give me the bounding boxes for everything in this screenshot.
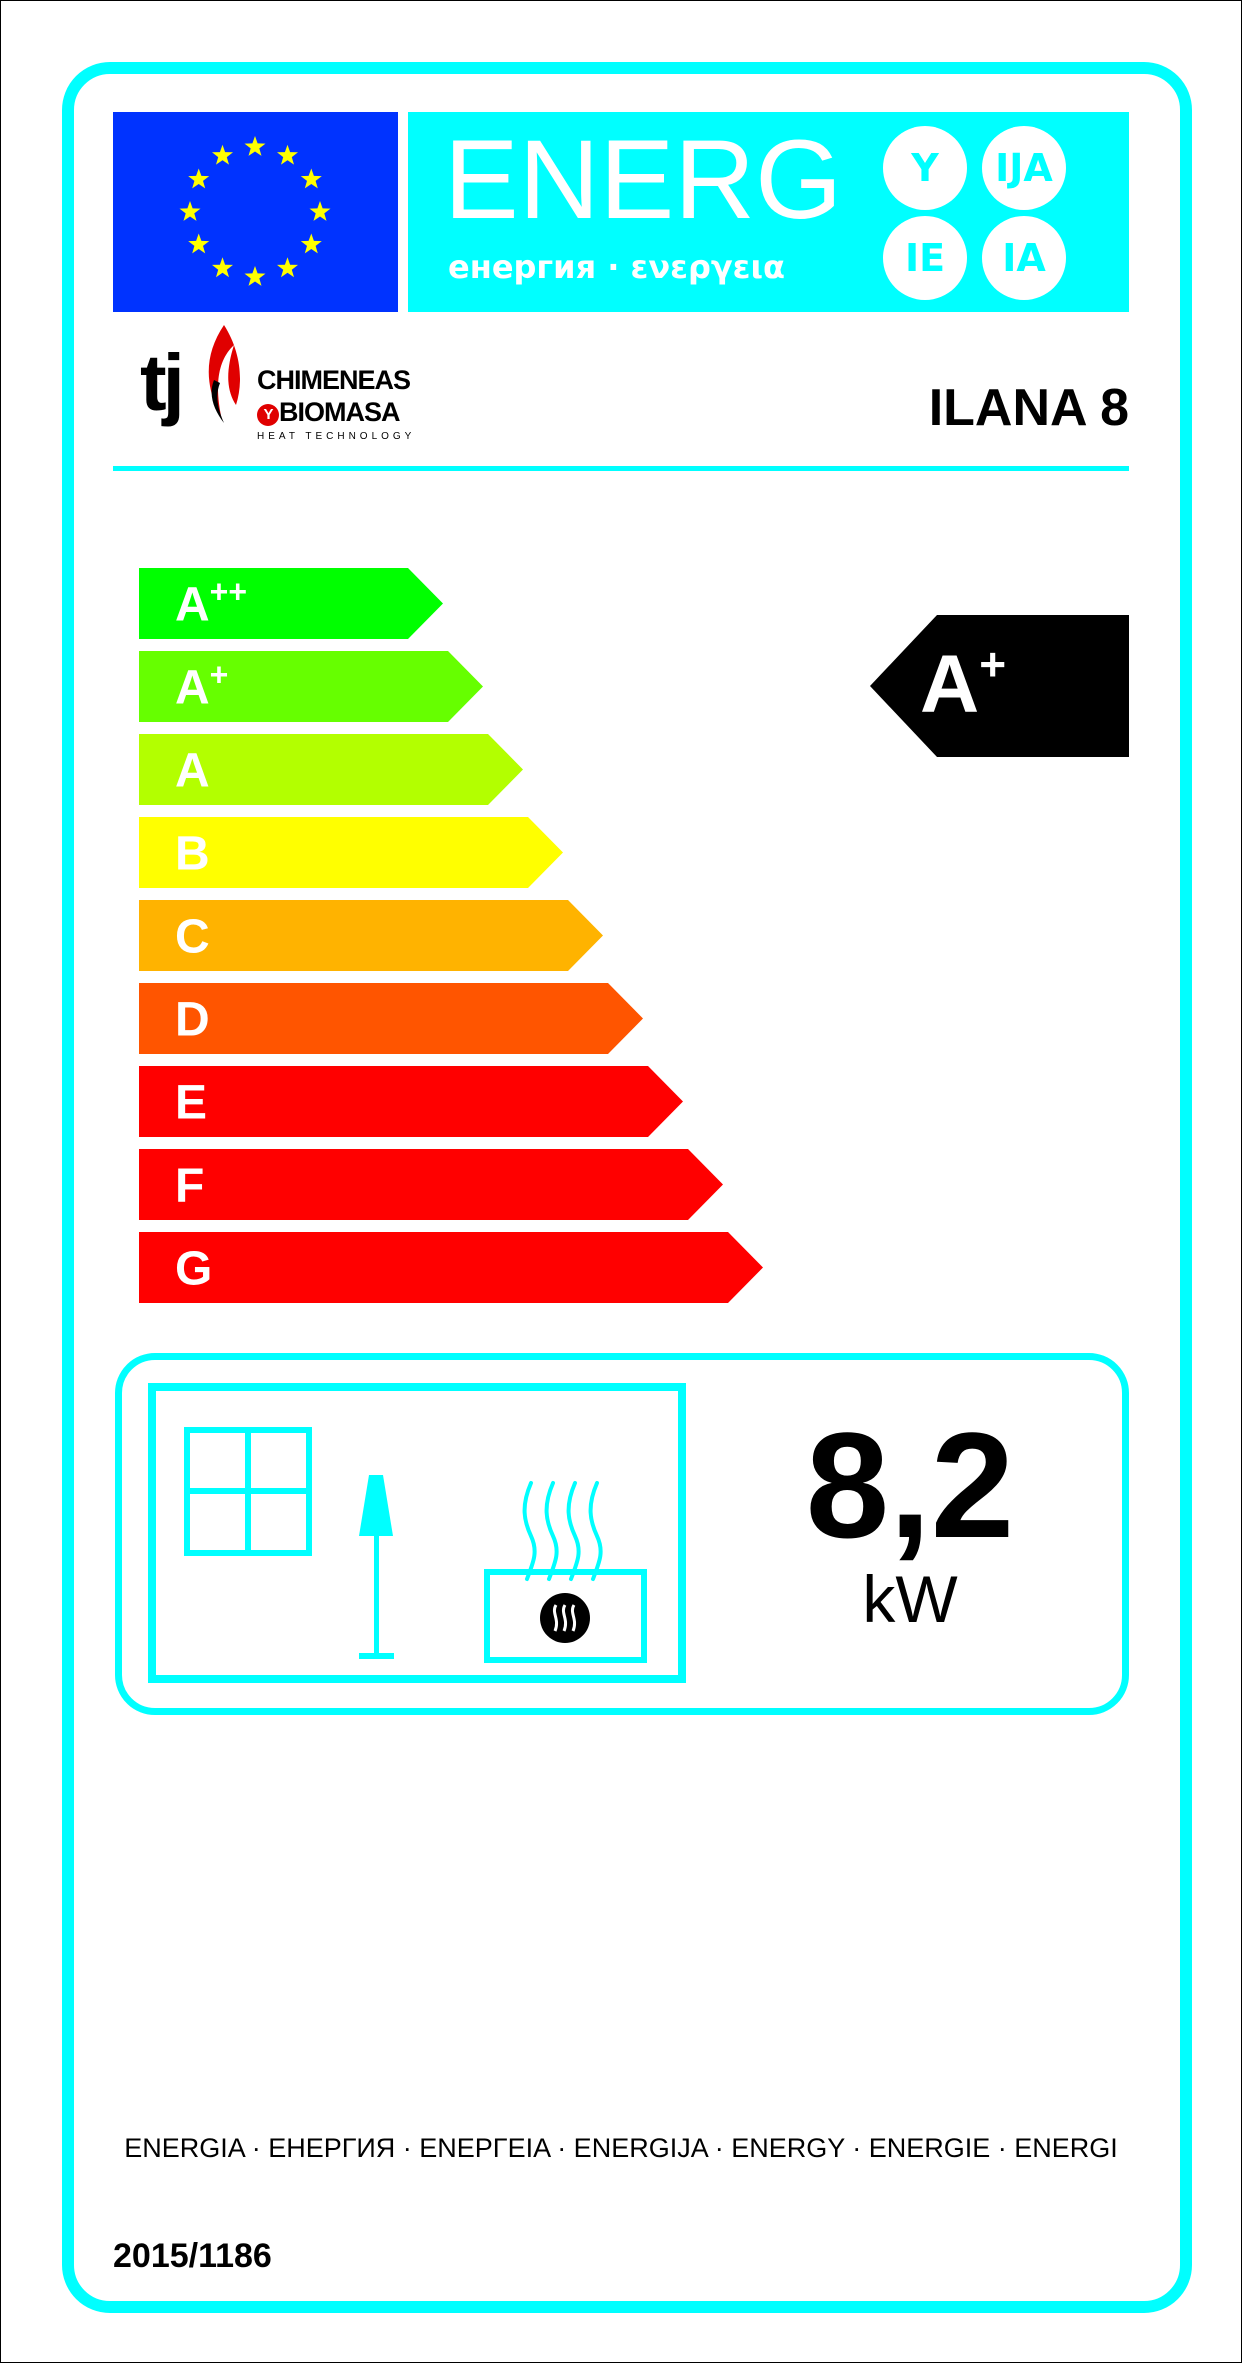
energy-word: ENERG [444, 117, 843, 242]
footer-energy-words: ENERGIA · ЕНЕРГИЯ · ΕΝΕΡΓΕΙΑ · ENERGIJA … [124, 2133, 1118, 2163]
star-icon [277, 257, 298, 278]
energy-class-label: C [175, 911, 210, 964]
energy-class-bar [139, 817, 563, 888]
energy-class-e: E [139, 1066, 683, 1137]
brand-y-badge: Y [257, 404, 279, 426]
star-icon [179, 201, 201, 221]
energy-class-bar [139, 1232, 763, 1303]
energy-class-label: G [175, 1243, 212, 1296]
energy-class-g: G [139, 1232, 763, 1303]
energy-class-bar [139, 1066, 683, 1137]
stove-icon [484, 1569, 647, 1663]
energy-class-f: F [139, 1149, 723, 1220]
flame-icon [208, 325, 240, 423]
energy-class-label: E [175, 1077, 207, 1130]
logo-mark: tj [140, 338, 185, 427]
label-border [62, 62, 1192, 2313]
star-icon [309, 201, 331, 221]
star-icon [244, 136, 266, 156]
room-icons [184, 1427, 647, 1663]
energy-class-b: B [139, 817, 563, 888]
energy-class-bar [139, 1149, 723, 1220]
star-icon [212, 257, 233, 278]
lamp-icon [359, 1475, 394, 1659]
energy-class-bar [139, 734, 523, 805]
header-divider [113, 466, 1129, 471]
energy-class-label: F [175, 1160, 204, 1213]
energy-subtitle: енергия · ενεργεια [448, 248, 785, 286]
brand-logo: tj CHIMENEAS Y BIOMASA HEAT TECHNOLOGY [140, 325, 440, 450]
energy-class-label: D [175, 994, 210, 1047]
energy-class-ap: A+ [139, 651, 483, 722]
brand-tagline: HEAT TECHNOLOGY [257, 431, 416, 442]
star-icon [277, 144, 298, 165]
energy-class-bar [139, 983, 643, 1054]
room-pictogram [148, 1383, 686, 1683]
brand-line2: BIOMASA [279, 397, 400, 427]
energy-class-bar [139, 651, 483, 722]
energy-class-label: A [175, 745, 210, 798]
regulation-number: 2015/1186 [113, 2237, 272, 2275]
energy-class-bar [139, 568, 443, 639]
star-icon [188, 233, 210, 254]
suffix-ie: IE [883, 216, 967, 300]
star-icon [212, 144, 233, 165]
star-icon [188, 168, 210, 189]
rated-power: 8,2 kW [760, 1410, 1060, 1632]
energy-class-c: C [139, 900, 603, 971]
rating-arrow [870, 615, 1129, 757]
energy-class-label: B [175, 828, 210, 881]
energy-class-bar [139, 900, 603, 971]
eu-flag [113, 112, 398, 312]
power-unit: kW [862, 1562, 958, 1636]
star-icon [244, 266, 266, 286]
suffix-ia: IA [982, 216, 1066, 300]
brand-line1: CHIMENEAS [257, 365, 411, 395]
star-icon [300, 168, 322, 189]
energy-banner: ENERG енергия · ενεργεια Y IJA IE IA [408, 112, 1129, 312]
star-icon [300, 233, 322, 254]
suffix-y: Y [883, 126, 967, 210]
eu-stars-icon [179, 136, 331, 286]
info-box [115, 1353, 1129, 1715]
energy-class-d: D [139, 983, 643, 1054]
power-value: 8,2 [805, 1401, 1015, 1569]
rating-indicator: A+ [870, 615, 1129, 757]
model-name: ILANA 8 [928, 379, 1129, 437]
energy-class-app: A++ [139, 568, 443, 639]
heat-waves-icon [522, 1481, 603, 1581]
energy-class-a: A [139, 734, 523, 805]
window-icon [184, 1427, 312, 1556]
suffix-ija: IJA [982, 126, 1066, 210]
